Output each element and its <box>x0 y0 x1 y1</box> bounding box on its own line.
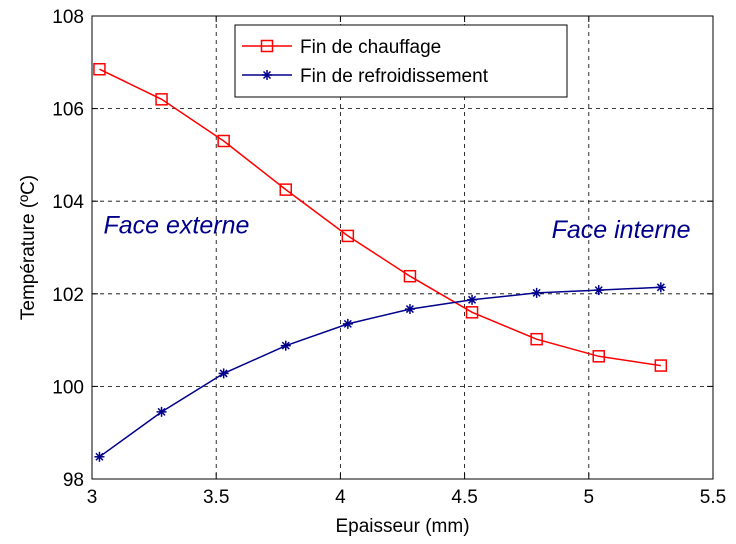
data-point-fin-de-chauffage <box>403 269 417 283</box>
annotation-text: Face externe <box>103 212 249 240</box>
y-tick-label: 102 <box>52 285 84 306</box>
star-stroke <box>468 295 477 304</box>
series-line-fin-de-refroidissement <box>99 286 661 458</box>
y-tick-label: 106 <box>52 100 84 121</box>
star-stroke <box>656 283 665 292</box>
star-stroke <box>594 286 603 295</box>
x-tick-label: 3.5 <box>203 487 229 508</box>
data-point-fin-de-chauffage <box>341 229 355 243</box>
star-stroke <box>157 407 166 416</box>
legend-marker-fin-de-chauffage <box>260 39 274 53</box>
x-tick-label: 5 <box>584 487 595 508</box>
annotations: Face externe Face interne <box>103 212 690 245</box>
series-line-fin-de-chauffage <box>99 68 661 367</box>
star-stroke <box>281 341 290 350</box>
x-tick-label: 3 <box>87 487 98 508</box>
data-point-fin-de-refroidissement <box>655 282 666 293</box>
x-tick-label: 4.5 <box>451 487 477 508</box>
y-tick-label: 108 <box>52 7 84 28</box>
y-axis-label: Température (ºC) <box>18 175 39 320</box>
x-tick-label: 4 <box>335 487 346 508</box>
data-point-fin-de-chauffage <box>279 183 293 196</box>
grid <box>92 16 713 479</box>
data-point-fin-de-chauffage <box>217 134 230 148</box>
x-tick-label: 5.5 <box>700 487 726 508</box>
y-tick-label: 98 <box>63 470 84 491</box>
y-tick-label: 104 <box>52 192 84 213</box>
data-point-fin-de-refroidissement <box>94 451 105 462</box>
legend-box <box>234 24 568 98</box>
data-point-fin-de-chauffage <box>654 359 668 372</box>
star-stroke <box>532 288 541 297</box>
data-point-fin-de-chauffage <box>530 332 543 346</box>
data-point-fin-de-refroidissement <box>280 340 291 351</box>
data-point-fin-de-refroidissement <box>342 318 353 329</box>
star-stroke <box>343 319 352 328</box>
data-point-fin-de-refroidissement <box>593 285 604 296</box>
series-group <box>93 62 668 462</box>
legend-marker-fin-de-refroidissement <box>262 70 272 80</box>
data-point-fin-de-refroidissement <box>404 304 415 315</box>
legend: Fin de chauffage Fin de refroidissement <box>234 24 568 98</box>
data-point-fin-de-refroidissement <box>218 368 229 379</box>
x-axis-label: Epaisseur (mm) <box>335 516 469 537</box>
annotation-text: Face interne <box>552 216 691 244</box>
data-point-fin-de-chauffage <box>465 306 479 319</box>
plot-frame <box>91 15 714 480</box>
data-point-fin-de-refroidissement <box>467 294 478 305</box>
data-point-fin-de-chauffage <box>592 350 605 363</box>
data-point-fin-de-chauffage <box>93 62 106 76</box>
star-stroke <box>405 305 414 314</box>
data-point-fin-de-chauffage <box>155 93 168 106</box>
axis-ticks: 3 3.5 4 4.5 5 5.5 98 100 102 104 106 108 <box>52 7 726 508</box>
data-point-fin-de-refroidissement <box>156 406 167 417</box>
star-stroke <box>95 452 104 461</box>
legend-label-fin-de-chauffage: Fin de chauffage <box>300 37 441 58</box>
legend-star <box>262 70 272 80</box>
star-stroke <box>219 369 228 378</box>
data-point-fin-de-refroidissement <box>531 287 542 298</box>
star-stroke <box>262 70 272 80</box>
legend-label-fin-de-refroidissement: Fin de refroidissement <box>300 66 489 87</box>
y-tick-label: 100 <box>52 377 84 398</box>
